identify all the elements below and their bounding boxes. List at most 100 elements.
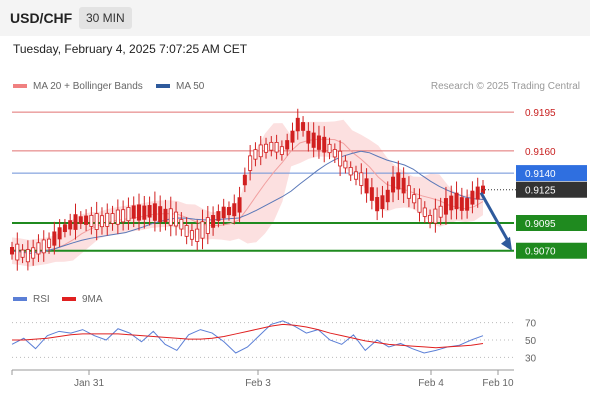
candle-body xyxy=(152,203,157,221)
legend-rsi-label: RSI xyxy=(33,294,50,305)
candle-body xyxy=(465,198,470,211)
candle-body xyxy=(327,143,332,154)
candle-body xyxy=(433,208,438,224)
forecast-arrow-head xyxy=(501,236,512,251)
candle-body xyxy=(68,220,73,230)
rsi-series-rsi xyxy=(11,320,484,354)
candle-body xyxy=(438,205,443,218)
candle-body xyxy=(338,150,343,167)
candle-body xyxy=(36,242,41,255)
candle-body xyxy=(353,171,358,180)
level-label-0.9070: 0.9070 xyxy=(525,247,556,258)
candle-body xyxy=(470,190,475,205)
candle-body xyxy=(248,155,253,171)
candle-body xyxy=(126,207,131,222)
candle-body xyxy=(216,211,221,221)
x-tick-label: Jan 31 xyxy=(74,378,104,389)
candle-body xyxy=(443,198,448,215)
rsi-tick-label: 70 xyxy=(525,319,537,330)
candle-body xyxy=(406,185,411,199)
candle-body xyxy=(174,211,179,227)
ma50-line xyxy=(11,150,484,254)
candle-body xyxy=(168,208,173,226)
level-box-0.9070 xyxy=(516,242,587,259)
x-tick-label: Feb 10 xyxy=(482,378,514,389)
level-box-0.9095 xyxy=(516,215,587,231)
candle-body xyxy=(78,216,83,224)
candle-body xyxy=(459,197,464,211)
candle-body xyxy=(412,194,417,204)
candle-body xyxy=(359,172,364,186)
candle-body xyxy=(258,144,263,158)
candle-body xyxy=(41,239,46,254)
candle-body xyxy=(285,140,290,150)
candle-body xyxy=(274,141,279,153)
candle-body xyxy=(195,228,200,242)
candle-body xyxy=(306,130,311,144)
candle-body xyxy=(301,122,306,131)
candle-body xyxy=(316,135,321,150)
candle-body xyxy=(475,186,480,200)
timeframe-badge[interactable]: 30 MIN xyxy=(79,7,132,29)
candle-body xyxy=(279,146,284,155)
candle-body xyxy=(295,117,300,132)
candle-body xyxy=(343,160,348,169)
candle-body xyxy=(142,205,147,220)
legend-ma50-swatch xyxy=(156,84,170,89)
last-price-label: 0.9125 xyxy=(525,186,556,197)
candle-body xyxy=(52,231,57,246)
legend-ma50: MA 50 xyxy=(156,81,204,92)
candle-body xyxy=(110,213,115,224)
candle-body xyxy=(200,221,205,239)
candle-body xyxy=(311,132,316,148)
candle-body xyxy=(428,214,433,223)
candle-body xyxy=(62,224,67,233)
candle-body xyxy=(242,174,247,186)
candle-body xyxy=(57,227,62,240)
candle-body xyxy=(232,203,237,217)
rsi-tick-label: 30 xyxy=(525,353,537,364)
chart-datetime: Tuesday, February 4, 2025 7:07:25 AM CET xyxy=(13,42,248,56)
candle-body xyxy=(290,130,295,143)
forecast-arrow-shaft xyxy=(479,191,511,244)
candle-body xyxy=(163,208,168,223)
candle-body xyxy=(454,192,459,210)
candle-body xyxy=(322,136,327,153)
legend-ma50-label: MA 50 xyxy=(176,81,205,92)
candle-body xyxy=(20,249,25,258)
x-tick-label: Feb 3 xyxy=(245,378,271,389)
candle-body xyxy=(391,176,396,193)
currency-pair-title: USD/CHF xyxy=(10,10,73,26)
candle-body xyxy=(211,215,216,228)
candle-body xyxy=(417,198,422,213)
legend-ma20-label: MA 20 + Bollinger Bands xyxy=(33,81,143,92)
legend-rsi-swatch xyxy=(13,297,27,302)
candle-body xyxy=(375,197,380,212)
candle-body xyxy=(396,172,401,190)
candle-body xyxy=(264,143,269,153)
level-label-0.9195: 0.9195 xyxy=(525,108,556,119)
candle-body xyxy=(105,212,110,227)
candle-body xyxy=(25,249,30,263)
candle-body xyxy=(380,195,385,210)
rsi-series-9ma xyxy=(12,323,484,349)
candle-body xyxy=(226,207,231,216)
candle-body xyxy=(9,246,14,255)
candle-body xyxy=(158,206,163,223)
candle-body xyxy=(401,177,406,194)
x-tick-label: Feb 4 xyxy=(418,378,444,389)
header-bar: USD/CHF 30 MIN xyxy=(0,0,590,36)
candle-body xyxy=(369,187,374,201)
candle-body xyxy=(205,217,210,234)
candle-body xyxy=(89,214,94,227)
candle-body xyxy=(221,206,226,219)
candle-body xyxy=(364,178,369,194)
candle-body xyxy=(269,141,274,151)
candle-body xyxy=(121,209,126,223)
candle-body xyxy=(47,238,52,248)
candle-body xyxy=(449,195,454,211)
candle-body xyxy=(31,247,36,259)
legend-9ma-swatch xyxy=(62,297,76,302)
bollinger-band xyxy=(12,119,483,267)
